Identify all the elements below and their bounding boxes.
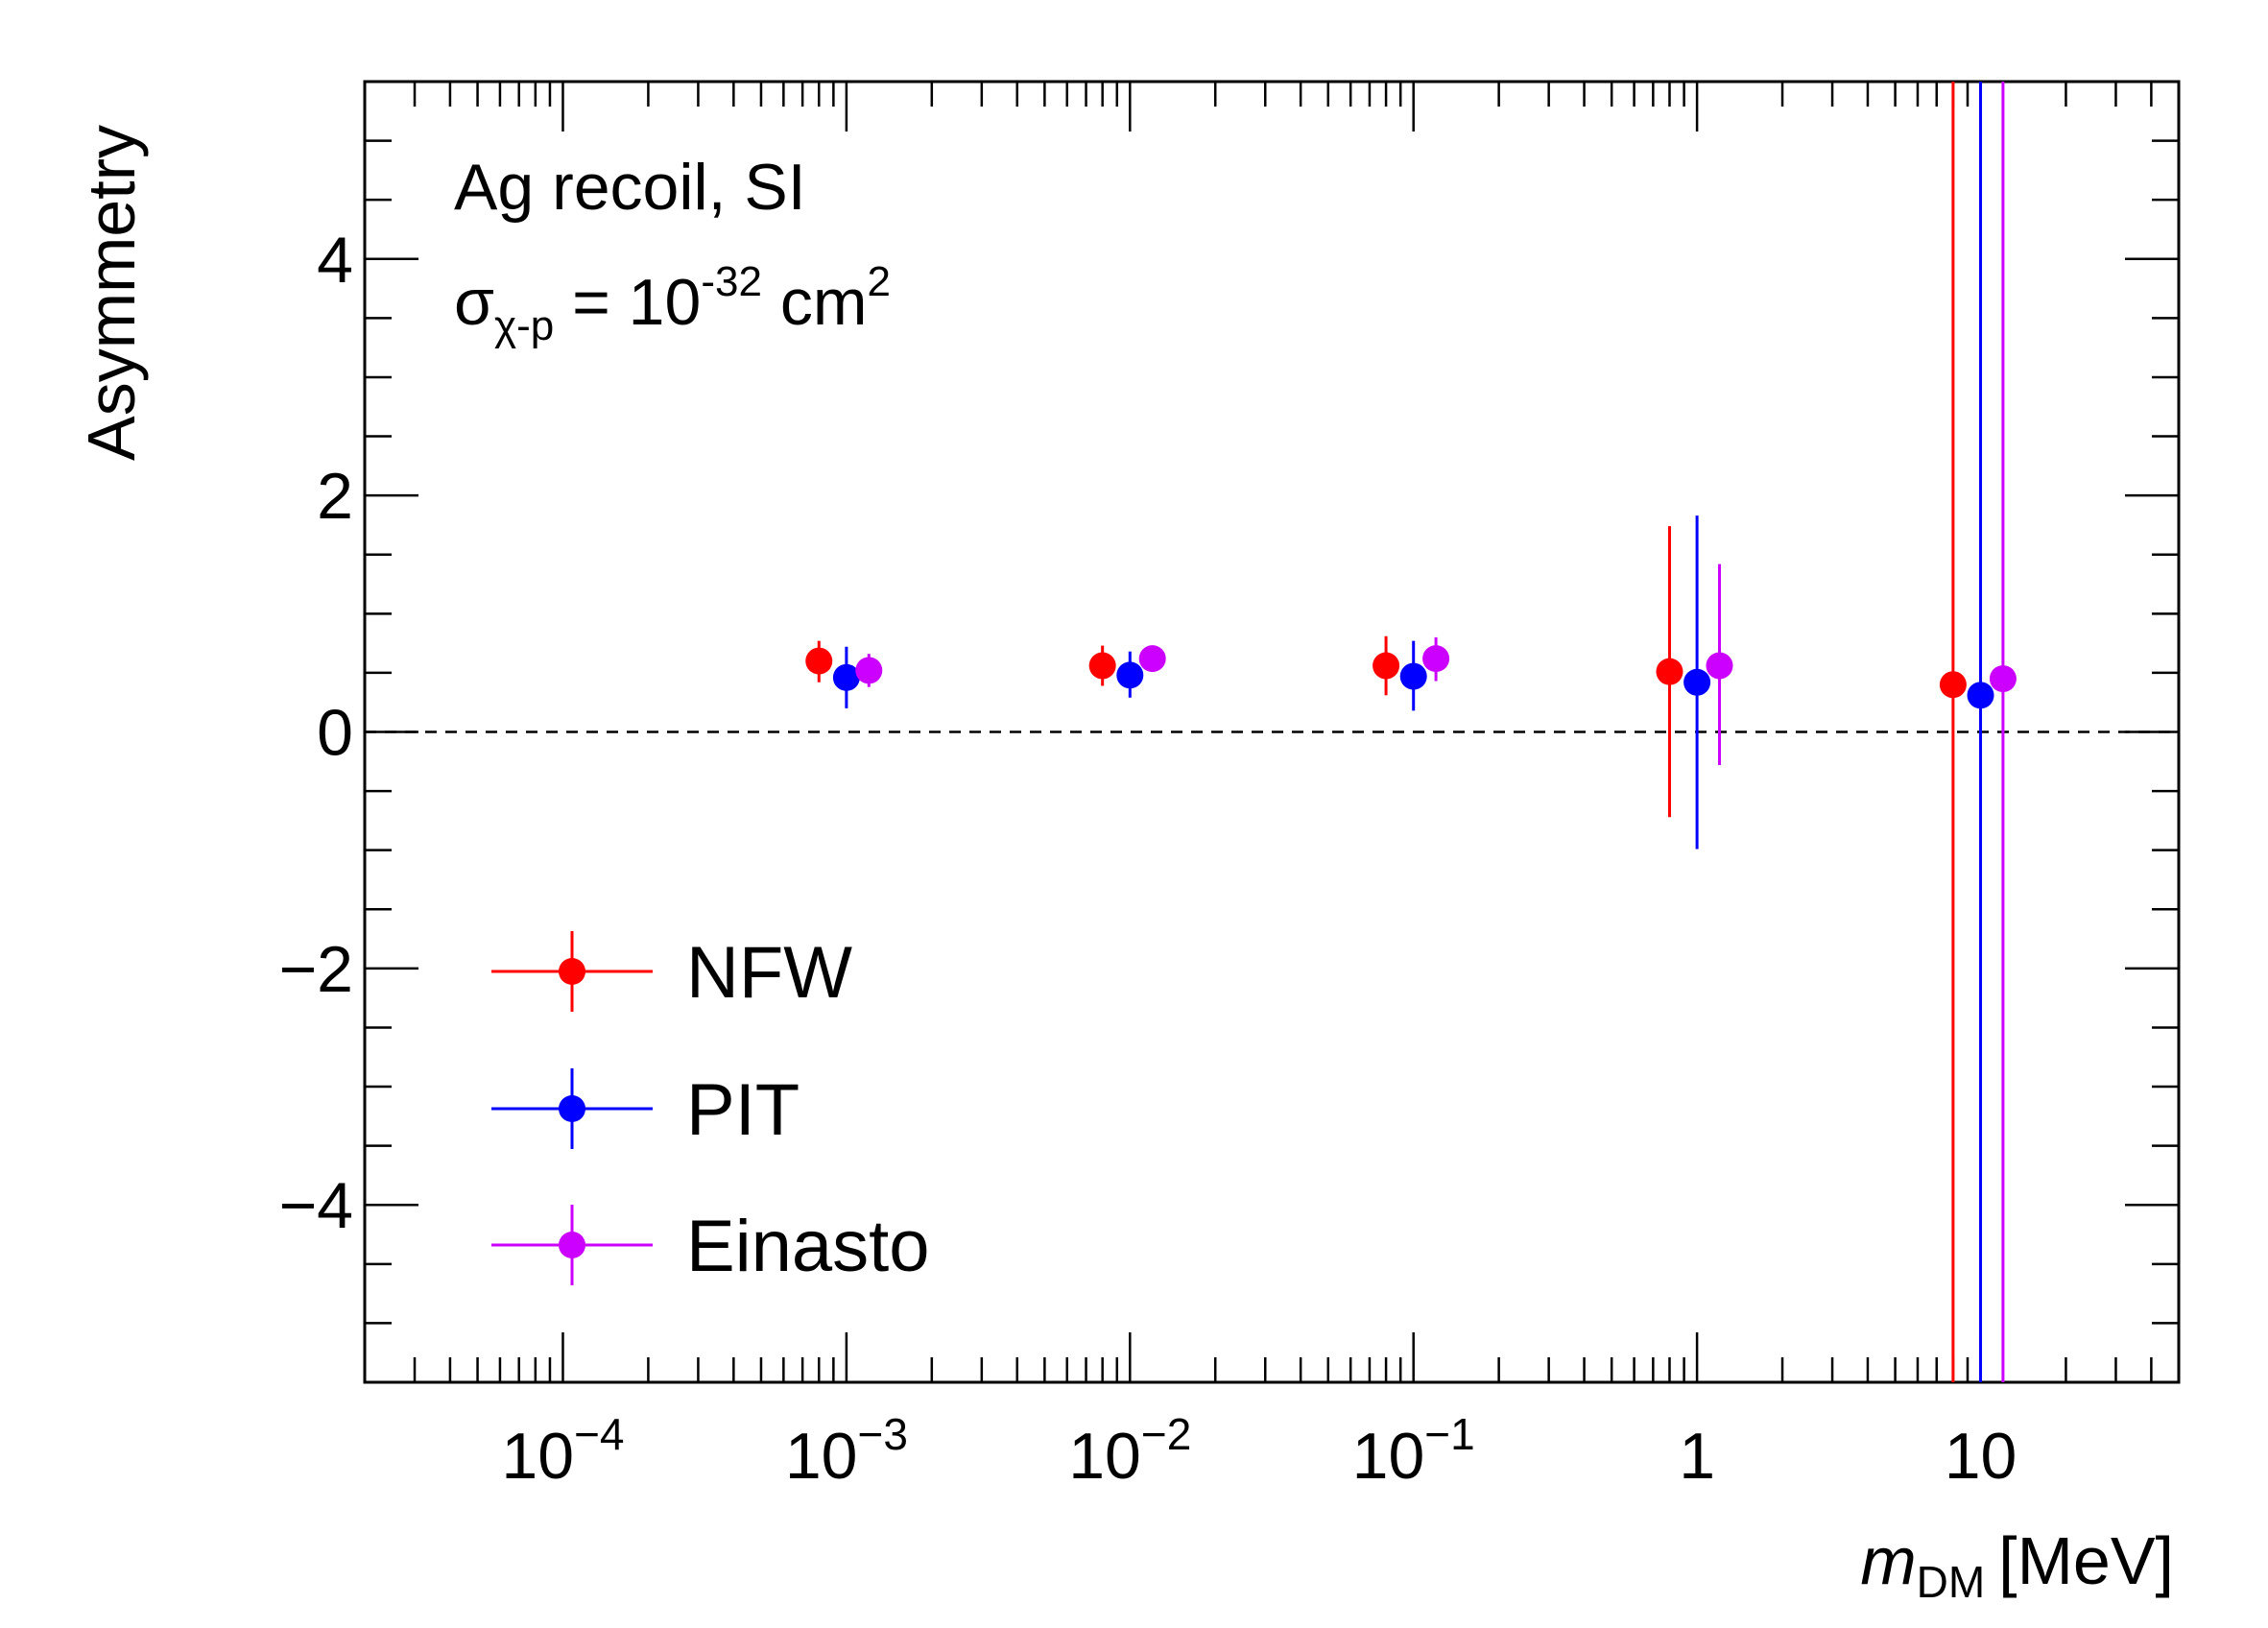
y-tick-label: 0 — [317, 697, 353, 770]
data-point — [1656, 658, 1683, 685]
x-tick-label-base: 10 — [501, 1420, 574, 1493]
x-tick-label: 10−3 — [785, 1409, 908, 1493]
annotation-eq: = 10 — [554, 266, 701, 339]
legend: NFW PIT Einasto — [491, 931, 930, 1287]
x-tick-label-base: 1 — [1679, 1420, 1715, 1493]
annotation-unit: cm — [762, 266, 868, 339]
data-point — [855, 657, 883, 684]
legend-label: Einasto — [686, 1206, 930, 1287]
legend-marker — [559, 958, 585, 985]
series-einasto — [855, 82, 2017, 1382]
legend-item-nfw: NFW — [491, 931, 852, 1014]
x-tick-label-exp: −4 — [574, 1409, 624, 1459]
x-tick-label: 10−2 — [1068, 1409, 1191, 1493]
data-point — [1939, 671, 1967, 699]
x-tick-label-exp: −3 — [857, 1409, 907, 1459]
x-axis-title-sub: DM — [1917, 1557, 1986, 1607]
tick-labels-group: 420−2−410−4 10−3 10−2 10−1 1 10 — [278, 224, 2017, 1493]
series-pit — [832, 82, 1994, 1382]
data-point — [805, 647, 833, 675]
data-point — [1989, 665, 2017, 693]
annotation-unit-exp: 2 — [867, 258, 890, 305]
legend-marker — [559, 1095, 585, 1122]
data-point — [1422, 645, 1450, 673]
data-point — [1138, 645, 1166, 673]
x-tick-label: 10−4 — [501, 1409, 624, 1493]
data-point — [1706, 652, 1733, 680]
data-point — [1399, 662, 1427, 690]
x-tick-label-base: 10 — [1068, 1420, 1141, 1493]
legend-label: PIT — [686, 1069, 800, 1151]
x-axis-title-unit: [MeV] — [1998, 1523, 2174, 1598]
legend-item-pit: PIT — [491, 1068, 800, 1151]
legend-label: NFW — [686, 932, 852, 1014]
y-tick-label: −2 — [278, 933, 353, 1006]
x-tick-label-base: 10 — [1352, 1420, 1425, 1493]
data-points-group — [805, 82, 2017, 1382]
x-tick-label: 1 — [1679, 1420, 1715, 1493]
y-tick-label: 2 — [317, 460, 353, 533]
x-axis-title: mDM [MeV] — [1860, 1523, 2174, 1607]
annotation-line2: σχ-p = 10-32 cm2 — [454, 258, 891, 349]
data-point — [832, 663, 860, 691]
data-point — [1116, 661, 1144, 689]
data-point — [1967, 682, 1994, 709]
data-point — [1088, 652, 1116, 680]
data-point — [1373, 652, 1400, 680]
x-tick-label: 10−1 — [1352, 1409, 1475, 1493]
x-tick-label-exp: −1 — [1424, 1409, 1474, 1459]
x-tick-label-base: 10 — [785, 1420, 858, 1493]
data-point — [1683, 668, 1711, 696]
y-tick-label: −4 — [278, 1169, 353, 1242]
annotation-sigma-sub: χ-p — [494, 302, 554, 349]
y-axis-title: Asymmetry — [74, 125, 149, 461]
axis-ticks-group — [363, 82, 2181, 1382]
annotation-exp: -32 — [701, 258, 762, 305]
x-axis-title-var: m — [1860, 1523, 1916, 1598]
legend-item-einasto: Einasto — [491, 1205, 930, 1287]
x-tick-label-exp: −2 — [1141, 1409, 1191, 1459]
series-nfw — [805, 82, 1967, 1382]
annotation-sigma: σ — [454, 266, 494, 339]
legend-marker — [559, 1232, 585, 1258]
x-tick-label: 10 — [1945, 1420, 2017, 1493]
x-tick-label-base: 10 — [1945, 1420, 2017, 1493]
y-tick-label: 4 — [317, 224, 353, 297]
annotation-line1: Ag recoil, SI — [454, 151, 806, 224]
